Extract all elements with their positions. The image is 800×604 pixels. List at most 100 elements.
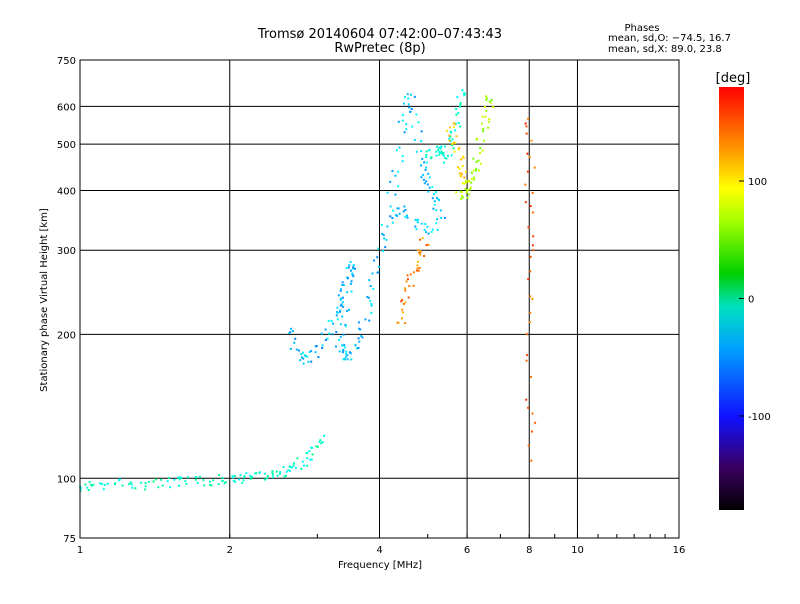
data-point	[87, 489, 90, 491]
data-point	[370, 303, 373, 306]
data-point	[469, 186, 472, 189]
data-point	[291, 330, 294, 333]
data-point	[416, 249, 419, 252]
data-point	[271, 473, 274, 476]
data-point	[440, 150, 443, 153]
data-point	[366, 296, 369, 298]
data-point	[483, 105, 486, 108]
data-point	[196, 481, 199, 484]
data-point	[352, 275, 355, 278]
data-point	[346, 354, 349, 357]
data-point	[342, 333, 345, 336]
data-point	[456, 96, 459, 99]
data-point	[209, 480, 211, 483]
data-point	[384, 246, 387, 249]
data-point	[121, 484, 124, 487]
data-point	[369, 300, 372, 303]
data-point	[465, 191, 468, 194]
data-point	[349, 261, 352, 263]
x-tick-label: 1	[77, 545, 83, 556]
data-point	[291, 466, 293, 469]
data-point	[405, 128, 408, 131]
data-point	[477, 159, 480, 162]
data-point	[406, 93, 409, 96]
data-point	[394, 174, 397, 177]
data-point	[341, 281, 344, 284]
data-point	[404, 209, 407, 211]
data-point	[433, 203, 436, 206]
data-point	[161, 484, 164, 487]
y-tick-label: 500	[57, 140, 76, 151]
data-point	[239, 474, 242, 477]
data-point	[266, 477, 268, 480]
data-point	[438, 199, 441, 202]
data-point	[435, 150, 438, 153]
data-point	[341, 305, 344, 308]
data-point	[452, 147, 455, 150]
data-point	[339, 289, 342, 292]
data-point	[92, 483, 95, 486]
data-point	[332, 322, 334, 325]
data-point	[321, 344, 324, 347]
data-point	[479, 151, 482, 154]
data-point	[455, 113, 458, 116]
data-point	[217, 483, 220, 486]
data-point	[352, 264, 355, 266]
data-point	[282, 466, 285, 468]
data-point	[413, 95, 416, 98]
data-point	[431, 197, 434, 200]
data-point	[106, 482, 109, 485]
data-point	[386, 225, 389, 228]
data-point	[344, 325, 347, 328]
data-point	[401, 311, 404, 314]
data-point	[415, 228, 418, 231]
data-point	[336, 306, 339, 309]
data-point	[532, 249, 535, 252]
data-point	[310, 360, 313, 363]
data-point	[408, 106, 411, 109]
data-point	[441, 152, 444, 154]
data-point	[398, 146, 401, 149]
data-point	[416, 267, 419, 270]
data-point	[463, 92, 466, 95]
data-point	[304, 355, 307, 358]
data-point	[407, 103, 410, 106]
data-point	[448, 137, 451, 140]
data-point	[348, 264, 351, 267]
x-tick-label: 8	[526, 545, 532, 556]
data-point	[428, 149, 431, 152]
data-point	[271, 471, 274, 474]
data-point	[184, 480, 187, 483]
data-point	[443, 216, 446, 219]
data-point	[472, 157, 475, 160]
data-point	[371, 272, 374, 275]
data-point	[469, 188, 471, 191]
data-point	[419, 249, 422, 252]
data-point	[425, 244, 428, 247]
data-point	[358, 340, 361, 343]
data-point	[391, 170, 394, 172]
data-point	[422, 178, 425, 181]
data-point	[79, 487, 82, 490]
data-point	[221, 479, 224, 482]
data-point	[430, 156, 433, 159]
data-point	[339, 310, 341, 313]
data-point	[445, 129, 448, 132]
data-point	[448, 139, 451, 142]
data-point	[481, 122, 483, 125]
data-point	[418, 252, 421, 254]
data-point	[178, 478, 181, 481]
data-point	[349, 282, 352, 285]
data-point	[438, 146, 440, 149]
data-point	[185, 482, 188, 485]
data-point	[290, 327, 293, 330]
data-point	[144, 485, 147, 488]
data-point	[345, 267, 348, 270]
data-point	[310, 458, 313, 461]
data-point	[407, 296, 410, 299]
data-point	[470, 181, 473, 184]
data-point	[345, 350, 348, 353]
data-point	[130, 483, 133, 486]
data-point	[357, 321, 360, 324]
data-point	[415, 269, 418, 272]
